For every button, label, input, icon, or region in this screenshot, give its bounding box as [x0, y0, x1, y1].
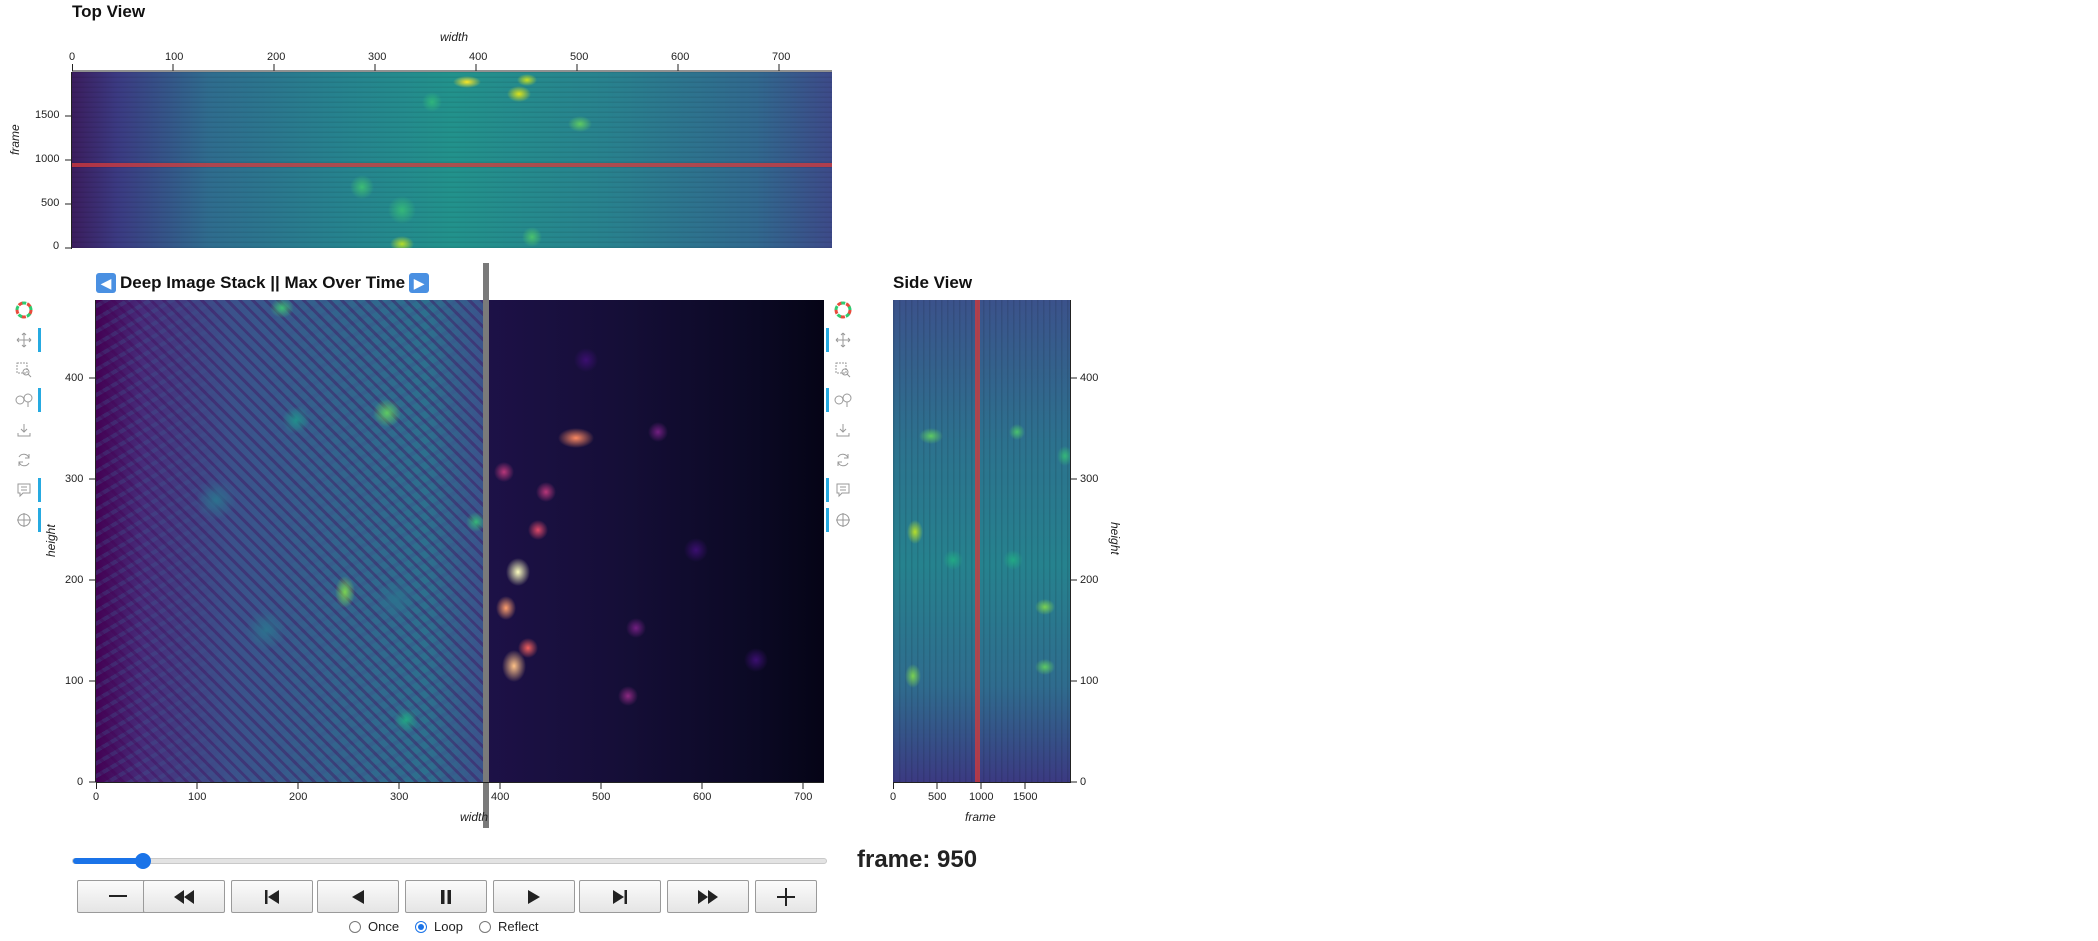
main-view-title: ◀ Deep Image Stack || Max Over Time ▶: [96, 273, 430, 293]
top-y-tick: 0: [53, 240, 60, 252]
hover-icon[interactable]: [826, 478, 854, 502]
top-x-tick: 500: [570, 51, 589, 63]
side-view-heatmap[interactable]: [893, 300, 1070, 782]
radio-reflect[interactable]: [479, 920, 491, 933]
main-view-left-panel[interactable]: [96, 300, 486, 782]
side-y-tick: 0: [1080, 776, 1087, 788]
top-x-tick: 200: [267, 51, 286, 63]
side-y-tick: 400: [1080, 372, 1099, 384]
main-y-axis: [89, 300, 96, 783]
right-toolbar: [826, 298, 854, 538]
hover-icon[interactable]: [13, 478, 41, 502]
radio-loop[interactable]: [415, 920, 427, 933]
frame-label: frame: 950: [857, 846, 978, 873]
top-x-tick: 100: [165, 51, 184, 63]
swipe-divider-handle[interactable]: [483, 263, 489, 828]
top-y-tick: 500: [41, 197, 60, 209]
side-y-tick: 200: [1080, 574, 1099, 586]
box-zoom-icon[interactable]: [13, 358, 35, 382]
main-view-right-panel[interactable]: [486, 300, 824, 782]
main-x-tick: 400: [491, 791, 510, 803]
top-x-axis: [72, 64, 832, 72]
main-y-tick: 400: [65, 372, 84, 384]
reverse-button[interactable]: [317, 880, 399, 913]
last-frame-button[interactable]: [667, 880, 749, 913]
right-arrow-icon[interactable]: ▶: [409, 273, 430, 293]
frame-slider-track[interactable]: [72, 853, 827, 869]
pan-icon[interactable]: [826, 328, 854, 352]
frame-slider-thumb[interactable]: [134, 853, 151, 869]
frame-slider-fill: [73, 858, 143, 864]
reset-icon[interactable]: [832, 448, 854, 472]
side-view-frame-marker: [975, 300, 980, 782]
side-y-tick: 300: [1080, 473, 1099, 485]
side-x-tick: 0: [890, 791, 897, 803]
side-y-axis: [1070, 300, 1077, 783]
first-frame-button[interactable]: [143, 880, 225, 913]
loop-option-label: Loop: [434, 919, 463, 934]
main-x-axis: [96, 782, 824, 789]
top-view-xlabel: width: [440, 30, 469, 44]
save-icon[interactable]: [832, 418, 854, 442]
top-y-axis: [65, 72, 72, 249]
side-x-tick: 500: [928, 791, 947, 803]
side-x-tick: 1000: [969, 791, 994, 803]
main-view-title-text: Deep Image Stack || Max Over Time: [120, 273, 406, 292]
main-x-tick: 700: [794, 791, 813, 803]
side-x-axis: [893, 782, 1071, 789]
side-x-tick: 1500: [1013, 791, 1038, 803]
play-button[interactable]: [493, 880, 575, 913]
save-icon[interactable]: [13, 418, 35, 442]
main-x-tick: 600: [693, 791, 712, 803]
side-view-title: Side View: [893, 273, 973, 292]
bokeh-logo-icon[interactable]: [832, 298, 854, 322]
loop-option-once[interactable]: Once: [349, 919, 399, 934]
step-back-button[interactable]: [231, 880, 313, 913]
radio-once[interactable]: [349, 920, 361, 933]
bokeh-logo-icon[interactable]: [13, 298, 35, 322]
top-x-tick: 300: [368, 51, 387, 63]
crosshair-icon[interactable]: [826, 508, 854, 532]
reset-icon[interactable]: [13, 448, 35, 472]
main-view-xlabel: width: [460, 810, 489, 824]
top-x-tick: 400: [469, 51, 488, 63]
main-view-ylabel: height: [44, 524, 58, 557]
main-y-tick: 300: [65, 473, 84, 485]
top-y-tick: 1500: [35, 109, 60, 121]
top-x-tick: 600: [671, 51, 690, 63]
side-y-tick: 100: [1080, 675, 1099, 687]
main-x-tick: 300: [390, 791, 409, 803]
top-y-tick: 1000: [35, 153, 60, 165]
side-view-xlabel: frame: [965, 810, 996, 824]
left-arrow-icon[interactable]: ◀: [96, 273, 116, 293]
top-x-tick: 0: [69, 51, 76, 63]
pause-button[interactable]: [405, 880, 487, 913]
main-x-tick: 200: [289, 791, 308, 803]
top-view-heatmap[interactable]: [72, 72, 832, 248]
box-zoom-icon[interactable]: [832, 358, 854, 382]
loop-option-reflect[interactable]: Reflect: [479, 919, 538, 934]
main-y-tick: 100: [65, 675, 84, 687]
main-x-tick: 100: [188, 791, 207, 803]
main-y-tick: 200: [65, 574, 84, 586]
loop-option-loop[interactable]: Loop: [415, 919, 463, 934]
main-x-tick: 500: [592, 791, 611, 803]
pan-icon[interactable]: [13, 328, 41, 352]
main-y-tick: 0: [77, 776, 84, 788]
top-view-frame-marker: [72, 163, 832, 167]
loop-option-label: Reflect: [498, 919, 539, 934]
left-toolbar: [13, 298, 41, 538]
side-view-ylabel: height: [1108, 522, 1122, 555]
top-x-tick: 700: [772, 51, 791, 63]
wheel-zoom-icon[interactable]: [826, 388, 854, 412]
crosshair-icon[interactable]: [13, 508, 41, 532]
faster-button[interactable]: [755, 880, 817, 913]
wheel-zoom-icon[interactable]: [13, 388, 41, 412]
step-forward-button[interactable]: [579, 880, 661, 913]
top-view-ylabel: frame: [8, 124, 22, 155]
loop-option-label: Once: [368, 919, 400, 934]
main-x-tick: 0: [93, 791, 100, 803]
top-view-title: Top View: [72, 2, 146, 21]
